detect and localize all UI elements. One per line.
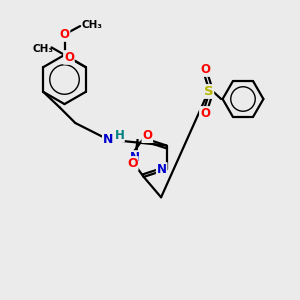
Text: N: N [129,151,140,164]
Text: N: N [157,163,167,176]
Text: H: H [115,129,124,142]
Text: O: O [200,107,210,120]
Text: O: O [200,63,210,76]
Text: O: O [127,157,138,170]
Text: N: N [103,133,113,146]
Text: S: S [204,85,213,98]
Text: CH₃: CH₃ [82,20,103,30]
Text: O: O [64,51,74,64]
Text: O: O [59,28,70,41]
Text: O: O [142,129,152,142]
Text: CH₃: CH₃ [32,44,53,54]
